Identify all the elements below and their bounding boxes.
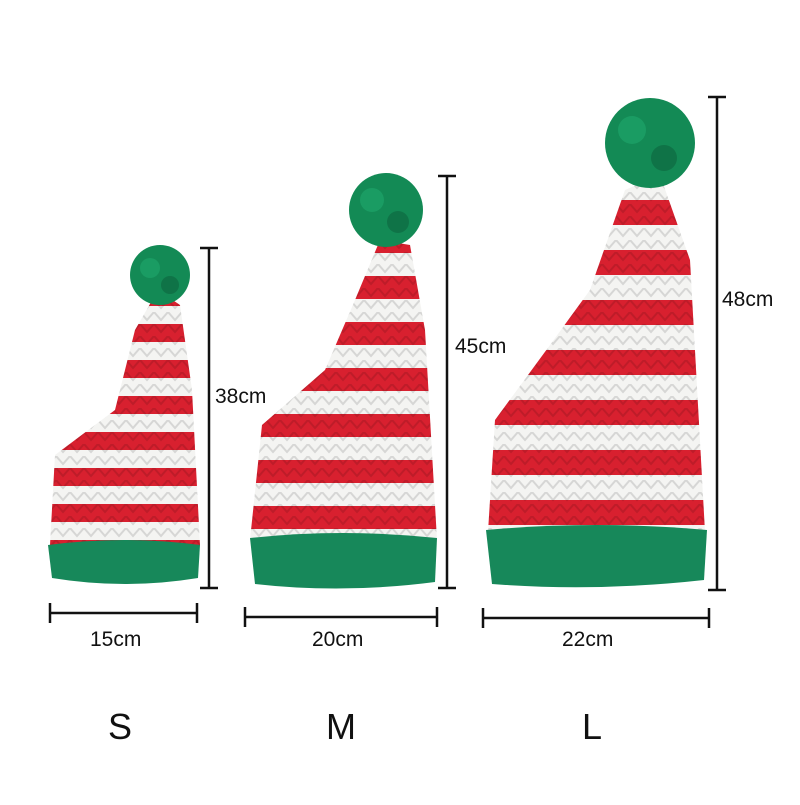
height-line-small: [200, 246, 218, 590]
height-line-medium: [438, 174, 456, 590]
width-line-small: [48, 603, 199, 623]
height-line-large: [708, 95, 726, 592]
size-m-label: M: [326, 706, 356, 747]
hat-large-pompom: [605, 98, 695, 188]
small-height-label: 38cm: [215, 385, 267, 408]
hat-medium-pompom: [349, 173, 423, 247]
hat-small: [48, 245, 200, 584]
large-height-label: 48cm: [722, 288, 774, 311]
hat-small-brim: [48, 540, 200, 584]
small-width-label: 15cm: [90, 628, 142, 651]
medium-height-label: 45cm: [455, 335, 507, 358]
large-width-label: 22cm: [562, 628, 614, 651]
medium-width-label: 20cm: [312, 628, 364, 651]
width-line-large: [481, 608, 711, 628]
hat-medium: [250, 173, 437, 589]
width-line-medium: [243, 607, 439, 627]
hat-large-brim: [486, 525, 707, 588]
size-s-label: S: [108, 706, 133, 747]
size-l-label: L: [582, 706, 603, 747]
hat-small-pompom: [130, 245, 190, 305]
hat-medium-brim: [250, 533, 437, 589]
hat-large: [486, 98, 707, 588]
